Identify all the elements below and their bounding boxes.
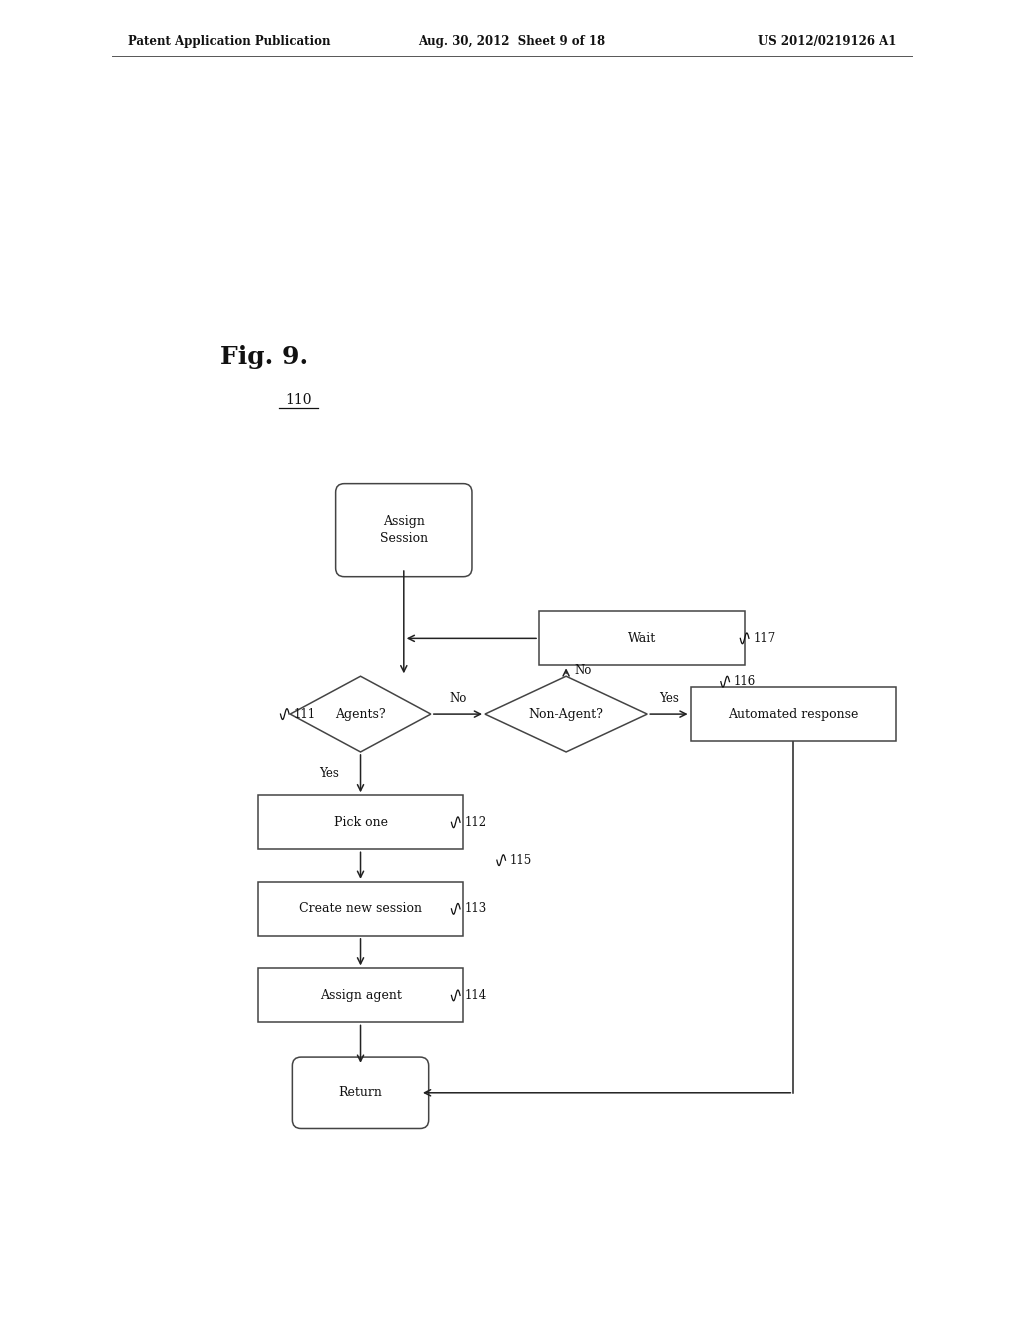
Text: Assign
Session: Assign Session — [380, 515, 428, 545]
Text: 110: 110 — [286, 393, 312, 408]
Text: Pick one: Pick one — [334, 816, 387, 829]
Text: Automated response: Automated response — [728, 708, 858, 721]
Text: 116: 116 — [734, 675, 756, 688]
Text: 117: 117 — [754, 632, 775, 645]
Bar — [258, 795, 463, 849]
Text: Agents?: Agents? — [335, 708, 386, 721]
Polygon shape — [290, 676, 431, 752]
Text: 113: 113 — [465, 903, 486, 915]
Text: 115: 115 — [510, 854, 532, 867]
Text: US 2012/0219126 A1: US 2012/0219126 A1 — [758, 34, 896, 48]
FancyBboxPatch shape — [293, 1057, 429, 1129]
Text: Assign agent: Assign agent — [319, 989, 401, 1002]
Bar — [258, 882, 463, 936]
Bar — [258, 969, 463, 1023]
Text: No: No — [450, 693, 467, 705]
Polygon shape — [485, 676, 647, 752]
Text: Aug. 30, 2012  Sheet 9 of 18: Aug. 30, 2012 Sheet 9 of 18 — [419, 34, 605, 48]
Text: Patent Application Publication: Patent Application Publication — [128, 34, 331, 48]
Text: Wait: Wait — [628, 632, 656, 645]
Text: 112: 112 — [465, 816, 486, 829]
Text: 111: 111 — [294, 708, 315, 721]
Text: No: No — [574, 664, 592, 677]
Bar — [690, 686, 896, 741]
Text: 114: 114 — [465, 989, 486, 1002]
Text: Non-Agent?: Non-Agent? — [528, 708, 603, 721]
Text: Return: Return — [339, 1086, 382, 1100]
Text: Yes: Yes — [659, 693, 679, 705]
Text: Yes: Yes — [319, 767, 339, 780]
Text: Fig. 9.: Fig. 9. — [220, 345, 308, 370]
Bar — [539, 611, 744, 665]
Text: Create new session: Create new session — [299, 903, 422, 915]
FancyBboxPatch shape — [336, 483, 472, 577]
